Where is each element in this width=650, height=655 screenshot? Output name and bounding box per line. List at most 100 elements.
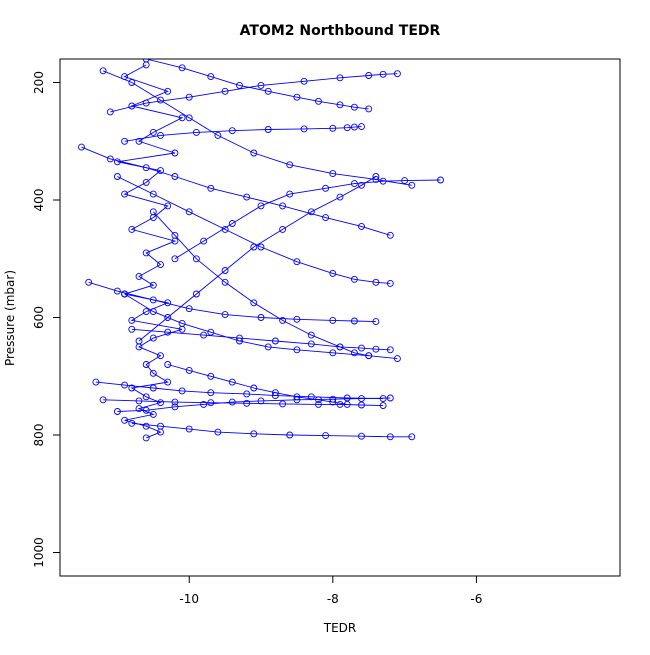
data-point (157, 131, 164, 139)
data-point (257, 314, 265, 321)
data-point (329, 349, 337, 357)
x-axis: -10 -8 -6 (179, 576, 482, 606)
data-point (243, 399, 251, 407)
data-point (336, 101, 344, 109)
series-13 (121, 123, 365, 145)
data-point (358, 432, 365, 440)
data-point (350, 317, 358, 325)
y-tick-label: 600 (32, 306, 46, 329)
data-point (157, 399, 164, 407)
series-line (138, 176, 377, 342)
series-10 (135, 173, 380, 345)
data-point (336, 193, 344, 201)
data-point (171, 231, 179, 239)
data-point (128, 316, 136, 324)
data-point (142, 99, 150, 107)
data-point (121, 190, 129, 198)
data-point (185, 208, 193, 216)
data-point (257, 243, 265, 251)
data-point (250, 384, 258, 392)
data-point (142, 393, 150, 401)
data-point (221, 225, 229, 233)
series-line (102, 70, 412, 186)
series-3 (99, 67, 416, 189)
data-point (271, 337, 279, 345)
data-point (164, 87, 172, 95)
data-point (300, 77, 308, 85)
data-point (128, 225, 136, 233)
data-point (149, 208, 157, 216)
data-point (157, 96, 164, 104)
data-point (192, 290, 200, 298)
data-point (221, 87, 229, 95)
data-point (99, 396, 107, 404)
data-point (157, 261, 164, 269)
data-point (164, 378, 172, 386)
data-point (322, 184, 330, 192)
series-line (81, 146, 391, 236)
data-point (393, 355, 401, 363)
data-point (379, 177, 387, 185)
series-line (110, 73, 398, 113)
data-point (358, 222, 365, 230)
data-point (135, 405, 143, 413)
data-point (372, 318, 380, 326)
data-point (279, 225, 287, 233)
series-line (103, 399, 384, 407)
data-point (149, 334, 157, 342)
data-point (257, 202, 265, 210)
series-17 (128, 325, 394, 354)
data-point (264, 126, 272, 133)
data-point (149, 128, 157, 136)
series-16 (164, 361, 351, 408)
data-point (128, 325, 136, 333)
series-line (167, 364, 348, 405)
data-point (264, 343, 272, 351)
x-tick-label: -6 (470, 592, 482, 606)
data-point (293, 93, 301, 101)
data-point (128, 79, 136, 86)
series-line (117, 64, 184, 439)
data-point (128, 419, 136, 427)
data-point (250, 243, 258, 251)
data-point (192, 255, 200, 263)
data-point (243, 193, 251, 201)
data-point (286, 190, 294, 198)
y-axis-label: Pressure (mbar) (3, 270, 17, 366)
data-point (142, 422, 150, 430)
data-point (142, 164, 150, 172)
data-point (401, 177, 409, 185)
data-point (200, 237, 208, 245)
data-point (221, 267, 229, 274)
data-point (329, 316, 337, 324)
data-point (286, 161, 294, 169)
data-point (236, 334, 243, 342)
data-point (307, 331, 315, 339)
data-point (329, 398, 337, 406)
series-line (146, 59, 369, 110)
data-point (264, 87, 272, 95)
data-point (149, 296, 157, 304)
data-point (386, 433, 394, 441)
series-2 (78, 143, 394, 239)
data-point (149, 369, 157, 377)
data-point (365, 105, 373, 113)
data-point (171, 149, 179, 157)
data-point (293, 315, 301, 323)
data-point (228, 378, 236, 386)
data-point (329, 124, 337, 132)
data-point (99, 67, 107, 75)
data-point (171, 403, 179, 411)
y-axis: 200 400 600 800 1000 (32, 71, 60, 568)
data-point (250, 149, 258, 157)
data-point (286, 431, 294, 439)
data-point (171, 398, 179, 406)
series-15 (142, 59, 373, 113)
data-point (372, 173, 380, 180)
data-point (157, 167, 164, 175)
data-point (343, 400, 351, 408)
series-line (124, 126, 362, 142)
